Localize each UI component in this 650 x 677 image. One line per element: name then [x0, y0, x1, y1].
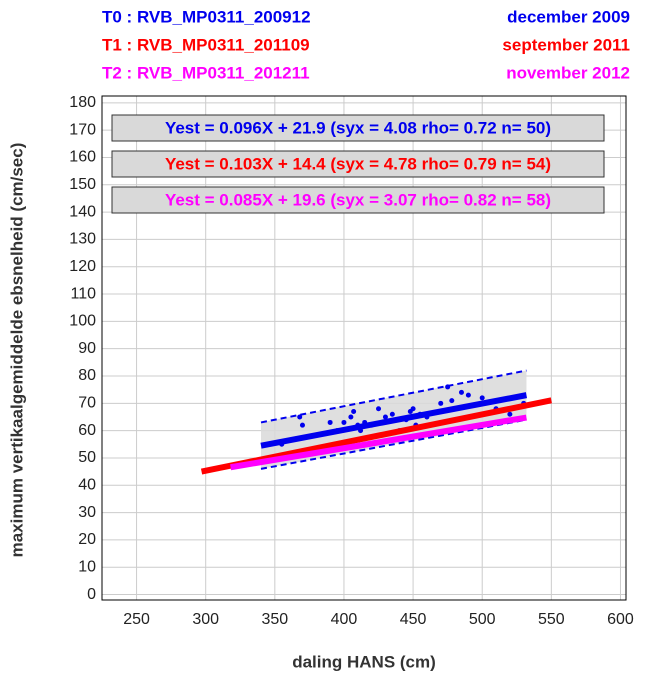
y-tick-label: 70	[78, 395, 96, 412]
y-tick-label: 100	[69, 313, 96, 330]
plot-border	[101, 95, 627, 601]
point	[382, 414, 388, 420]
point	[341, 419, 347, 425]
x-tick-label: 450	[400, 611, 427, 628]
point	[479, 395, 485, 401]
equation-box	[111, 186, 605, 214]
x-tick-label: 550	[538, 611, 565, 628]
legend-name: T2 : RVB_MP0311_201211	[102, 63, 310, 82]
point	[327, 419, 333, 425]
y-tick-label: 10	[78, 558, 96, 575]
y-tick-label: 110	[70, 285, 96, 302]
fit-line	[230, 414, 527, 471]
y-tick-label: 30	[78, 504, 96, 521]
point	[438, 400, 444, 406]
point	[299, 422, 305, 428]
y-tick-label: 80	[78, 367, 96, 384]
y-tick-label: 140	[69, 203, 96, 220]
y-tick-label: 150	[69, 176, 96, 193]
point	[410, 406, 416, 412]
x-tick-label: 400	[331, 611, 358, 628]
point	[297, 414, 303, 420]
y-tick-label: 60	[78, 422, 96, 439]
equation: Yest = 0.096X + 21.9 (syx = 4.08 rho= 0.…	[165, 118, 551, 137]
equation: Yest = 0.085X + 19.6 (syx = 3.07 rho= 0.…	[165, 190, 551, 209]
point	[445, 384, 451, 390]
y-tick-label: 160	[69, 149, 96, 166]
x-tick-label: 350	[261, 611, 288, 628]
legend-date: september 2011	[502, 35, 630, 54]
legend-date: november 2012	[506, 63, 630, 82]
y-tick-label: 40	[78, 476, 96, 493]
point	[348, 414, 354, 420]
x-tick-label: 250	[123, 611, 150, 628]
point	[351, 409, 357, 415]
point	[389, 411, 395, 417]
point	[507, 411, 513, 417]
y-tick-label: 0	[87, 586, 96, 603]
y-tick-label: 170	[69, 121, 96, 138]
y-tick-label: 50	[78, 449, 96, 466]
x-tick-label: 500	[469, 611, 496, 628]
x-axis-label: daling HANS (cm)	[292, 652, 436, 671]
fit-line	[260, 392, 528, 449]
legend-name: T0 : RVB_MP0311_200912	[102, 7, 311, 26]
band-line	[260, 369, 527, 424]
y-tick-label: 90	[78, 340, 96, 357]
y-tick-label: 130	[69, 231, 96, 248]
point	[465, 392, 471, 398]
x-tick-label: 300	[192, 611, 219, 628]
point	[376, 406, 382, 412]
point	[458, 389, 464, 395]
equation: Yest = 0.103X + 14.4 (syx = 4.78 rho= 0.…	[165, 154, 551, 173]
y-tick-label: 20	[78, 531, 96, 548]
x-tick-label: 600	[607, 611, 634, 628]
equation-box	[111, 150, 605, 178]
equation-box	[111, 114, 605, 142]
y-tick-label: 120	[69, 258, 96, 275]
point	[449, 398, 455, 404]
y-tick-label: 180	[69, 94, 96, 111]
y-axis-label: maximum vertikaalgemiddelde ebsnelheid (…	[7, 143, 26, 558]
legend-date: december 2009	[507, 7, 630, 26]
legend-name: T1 : RVB_MP0311_201109	[102, 35, 310, 54]
